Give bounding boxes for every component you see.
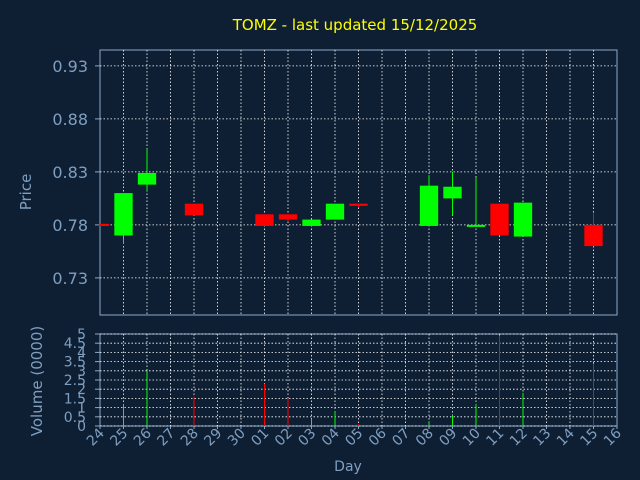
volume-y-tick-label: 0.5 (64, 410, 86, 426)
price-y-ticks: 0.73 0.78 0.83 0.88 0.93 (52, 57, 100, 288)
candle-body (490, 203, 509, 236)
x-tick-label: 11 (483, 426, 507, 450)
x-tick-label: 25 (107, 426, 131, 450)
volume-y-tick-label: 2.5 (64, 373, 86, 389)
volume-y-tick-label: 1 (77, 401, 86, 417)
x-tick-label: 12 (507, 426, 531, 450)
x-tick-label: 28 (178, 426, 202, 450)
candle-body (349, 203, 368, 206)
candle-body (419, 185, 439, 226)
price-y-tick-label: 0.73 (52, 269, 88, 288)
volume-axis-label: Volume (0000) (28, 326, 46, 436)
price-y-tick-label: 0.78 (52, 216, 88, 235)
price-y-tick-label: 0.93 (52, 57, 88, 76)
candle-body (325, 203, 345, 220)
candle-body (584, 224, 603, 247)
price-y-tick-label: 0.83 (52, 163, 88, 182)
x-tick-label: 03 (295, 426, 319, 450)
x-tick-label: 26 (131, 425, 155, 449)
candle-body (443, 186, 462, 199)
x-tick-label: 05 (342, 426, 366, 450)
x-tick-label: 04 (319, 425, 343, 449)
candle-body (184, 203, 204, 216)
x-tick-label: 14 (554, 425, 578, 449)
x-tick-label: 29 (201, 426, 225, 450)
volume-grid (100, 333, 617, 427)
volume-y-ticks: 00.511.522.533.544.55 (64, 327, 100, 435)
x-tick-label: 15 (577, 426, 601, 450)
volume-y-tick-label: 5 (77, 327, 86, 343)
volume-y-tick-label: 0 (77, 419, 86, 435)
x-tick-label: 09 (436, 426, 460, 450)
x-tick-label: 10 (460, 426, 484, 450)
x-axis-label: Day (334, 459, 362, 475)
price-y-tick-label: 0.88 (52, 110, 88, 129)
volume-bars (123, 335, 594, 426)
volume-y-tick-label: 4.5 (64, 336, 86, 352)
x-tick-label: 27 (154, 426, 178, 450)
volume-y-tick-label: 3.5 (64, 355, 86, 371)
candle-body (255, 214, 274, 226)
candles (99, 148, 603, 247)
x-tick-label: 13 (530, 426, 554, 450)
x-tick-label: 24 (84, 425, 108, 449)
x-tick-label: 30 (225, 426, 249, 450)
price-grid (100, 50, 617, 315)
volume-y-tick-label: 4 (77, 345, 86, 361)
x-tick-label: 02 (272, 426, 296, 450)
candle-body (513, 202, 533, 237)
candle-body (278, 214, 298, 220)
volume-y-tick-label: 1.5 (64, 391, 86, 407)
candle-body (137, 172, 157, 185)
candle-body (302, 219, 321, 226)
candle-body (100, 223, 110, 226)
volume-y-tick-label: 3 (77, 364, 86, 380)
x-ticks: 24 25 26 27 28 29 30 01 02 03 04 05 06 07 08 09 10 11 12 13… (84, 425, 625, 449)
x-tick-label: 16 (601, 425, 625, 449)
candle-body (466, 224, 486, 227)
chart-title: TOMZ - last updated 15/12/2025 (232, 16, 478, 34)
volume-y-tick-label: 2 (77, 382, 86, 398)
x-tick-label: 01 (248, 426, 272, 450)
price-axis-label: Price (17, 174, 35, 211)
x-tick-label: 08 (413, 426, 437, 450)
x-tick-label: 06 (366, 425, 390, 449)
candle-body (114, 193, 133, 236)
x-tick-label: 07 (389, 426, 413, 450)
